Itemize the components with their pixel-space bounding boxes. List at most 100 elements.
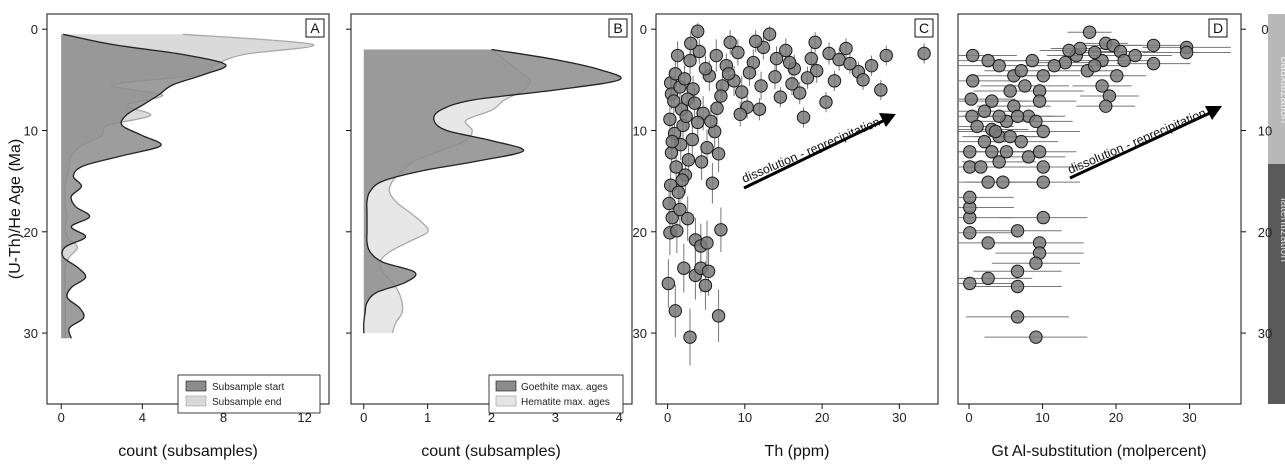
data-point <box>796 110 811 125</box>
panel-d-ytick-label: 20 <box>1258 225 1272 240</box>
panel-b-xtick-label: 3 <box>552 410 559 425</box>
data-point <box>752 102 767 116</box>
data-point <box>670 48 685 63</box>
data-point <box>677 261 691 275</box>
data-point <box>839 41 853 56</box>
panel-c-label-box <box>914 18 934 38</box>
data-point <box>1003 84 1017 98</box>
data-point <box>710 101 724 115</box>
data-point <box>981 271 995 286</box>
panel-a-xtick-label: 12 <box>297 410 311 425</box>
data-point <box>1032 94 1047 108</box>
data-point <box>1036 124 1050 139</box>
data-point <box>963 226 977 240</box>
data-point <box>970 119 984 134</box>
panel-c-frame <box>655 13 939 405</box>
panel-a-legend: Subsample start Subsample end <box>177 374 321 414</box>
density-area-subsample-start <box>61 34 226 339</box>
data-point <box>977 104 992 118</box>
panel-d-xtick-label: 30 <box>1182 410 1196 425</box>
trend-arrow <box>743 117 888 190</box>
trend-arrow <box>1069 110 1213 180</box>
panel-d-xtick-label: 10 <box>1035 410 1049 425</box>
density-line-subsample-start <box>61 33 227 339</box>
data-point <box>662 196 676 211</box>
data-point <box>742 66 757 80</box>
data-point <box>819 95 833 109</box>
data-point <box>668 304 683 318</box>
data-point <box>1088 45 1102 60</box>
data-point <box>768 70 782 84</box>
data-point <box>700 141 714 155</box>
data-point <box>733 107 747 121</box>
data-point <box>705 176 720 190</box>
data-point <box>769 51 784 66</box>
panel-d-frame <box>957 13 1242 405</box>
data-point <box>1117 53 1131 68</box>
data-point <box>714 89 728 103</box>
data-point <box>698 278 713 293</box>
data-point <box>966 74 980 88</box>
data-point <box>1047 58 1061 73</box>
side-bar: bauxitization lateritization <box>1268 14 1285 404</box>
data-point <box>1179 45 1194 60</box>
data-point <box>701 264 716 278</box>
panel-c-xtick-label: 20 <box>815 410 829 425</box>
legend-label-hematite: Hematite max. ages <box>521 397 610 408</box>
data-point <box>1014 134 1028 149</box>
panel-a-ytick-label: 10 <box>24 123 38 138</box>
data-point <box>754 79 768 93</box>
data-point <box>992 58 1006 73</box>
data-point <box>677 72 692 86</box>
legend-label-subsample-start: Subsample start <box>212 382 284 393</box>
legend-swatch-subsample-end <box>185 395 207 407</box>
panel-c-label: C <box>919 20 929 36</box>
data-point <box>963 190 977 205</box>
data-point <box>985 94 999 108</box>
data-point <box>1021 150 1036 164</box>
trend-arrowhead <box>1205 106 1222 120</box>
data-point <box>723 35 737 50</box>
panel-d-label: D <box>1213 20 1223 36</box>
panel-a-xlabel: count (subsamples) <box>118 443 258 460</box>
data-point <box>810 64 824 78</box>
panel-c-xlabel: Th (ppm) <box>765 443 830 460</box>
data-point <box>917 46 931 61</box>
data-point <box>711 147 726 161</box>
panel-b-label-box <box>608 18 628 38</box>
data-point <box>714 223 728 237</box>
data-point <box>1036 175 1050 189</box>
panel-b-xtick-label: 2 <box>488 410 495 425</box>
data-point <box>874 83 888 97</box>
data-point <box>992 109 1006 124</box>
panel-d-ytick-label: 30 <box>1258 326 1272 341</box>
data-point <box>800 71 815 85</box>
data-point <box>808 35 822 50</box>
data-point <box>1036 160 1050 174</box>
data-point <box>1010 310 1025 324</box>
data-point <box>735 85 749 99</box>
panel-a-plot: 0 4 8 12 0 10 20 30 <box>24 22 315 425</box>
data-point <box>1032 145 1047 159</box>
side-bar-lateritization-label: lateritization <box>1278 198 1285 262</box>
data-point <box>1099 99 1113 113</box>
data-point <box>1110 69 1124 83</box>
panel-d-ytick-label: 10 <box>1258 123 1272 138</box>
panel-c-ytick-label: 20 <box>633 225 647 240</box>
data-point <box>981 53 995 68</box>
data-point <box>773 90 788 104</box>
data-point <box>822 46 836 61</box>
data-point <box>964 92 978 106</box>
data-point <box>1029 114 1043 129</box>
density-area-goethite-max-ages <box>363 49 622 334</box>
legend-label-goethite: Goethite max. ages <box>521 382 608 393</box>
density-line-goethite-max-ages <box>363 48 622 334</box>
data-point <box>671 185 686 199</box>
data-point <box>856 73 870 87</box>
data-point <box>1036 69 1050 83</box>
data-point <box>1010 264 1025 278</box>
data-point <box>779 43 793 58</box>
panel-a-label-box <box>305 18 325 38</box>
panel-c-ytick-label: 0 <box>640 22 647 37</box>
